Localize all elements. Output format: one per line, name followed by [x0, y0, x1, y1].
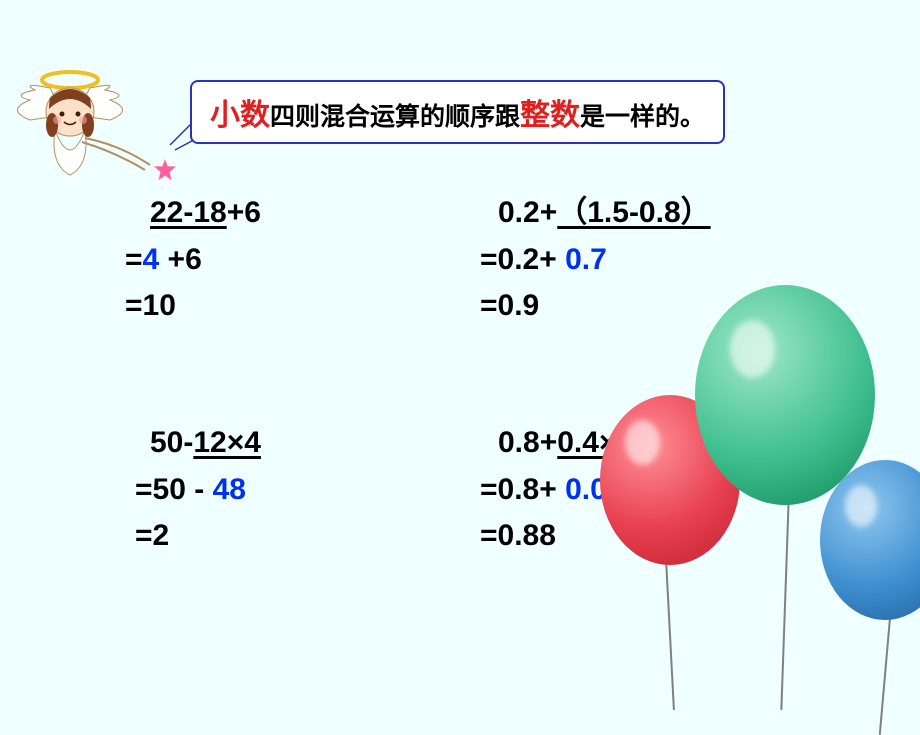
tr-l3: =0.9: [480, 289, 539, 322]
br-l2a: =0.8+: [480, 473, 565, 506]
tl-l2a: =: [125, 243, 143, 276]
angel-illustration: [10, 70, 180, 190]
tr-l1a: 0.2+: [498, 196, 557, 229]
title-part3: 整数: [520, 99, 580, 132]
bl-l1b: 12×4: [193, 426, 261, 459]
tl-l1a: 22-18: [150, 196, 227, 229]
balloons: [600, 280, 920, 710]
tl-l2c: +6: [159, 243, 202, 276]
math-block-tl: 22-18+6 =4 +6 =10: [125, 190, 261, 330]
tr-l2a: =0.2+: [480, 243, 565, 276]
bl-l2b: 48: [213, 473, 246, 506]
math-block-bl: 50-12×4 =50 - 48 =2: [135, 420, 261, 560]
title-box: 小数四则混合运算的顺序跟整数是一样的。: [190, 80, 725, 144]
title-part4: 是一样的。: [580, 103, 705, 131]
br-l3: =0.88: [480, 519, 556, 552]
tr-l1b: （1.5-0.8）: [557, 196, 710, 229]
bl-l1a: 50-: [150, 426, 193, 459]
tr-l2b: 0.7: [565, 243, 607, 276]
bl-l3: =2: [135, 519, 169, 552]
tl-l3: =10: [125, 289, 176, 322]
bl-l2a: =50 -: [135, 473, 213, 506]
br-l1a: 0.8+: [498, 426, 557, 459]
tl-l2b: 4: [143, 243, 160, 276]
tl-l1b: +6: [227, 196, 261, 229]
title-part1: 小数: [210, 99, 270, 132]
title-part2: 四则混合运算的顺序跟: [270, 103, 520, 131]
